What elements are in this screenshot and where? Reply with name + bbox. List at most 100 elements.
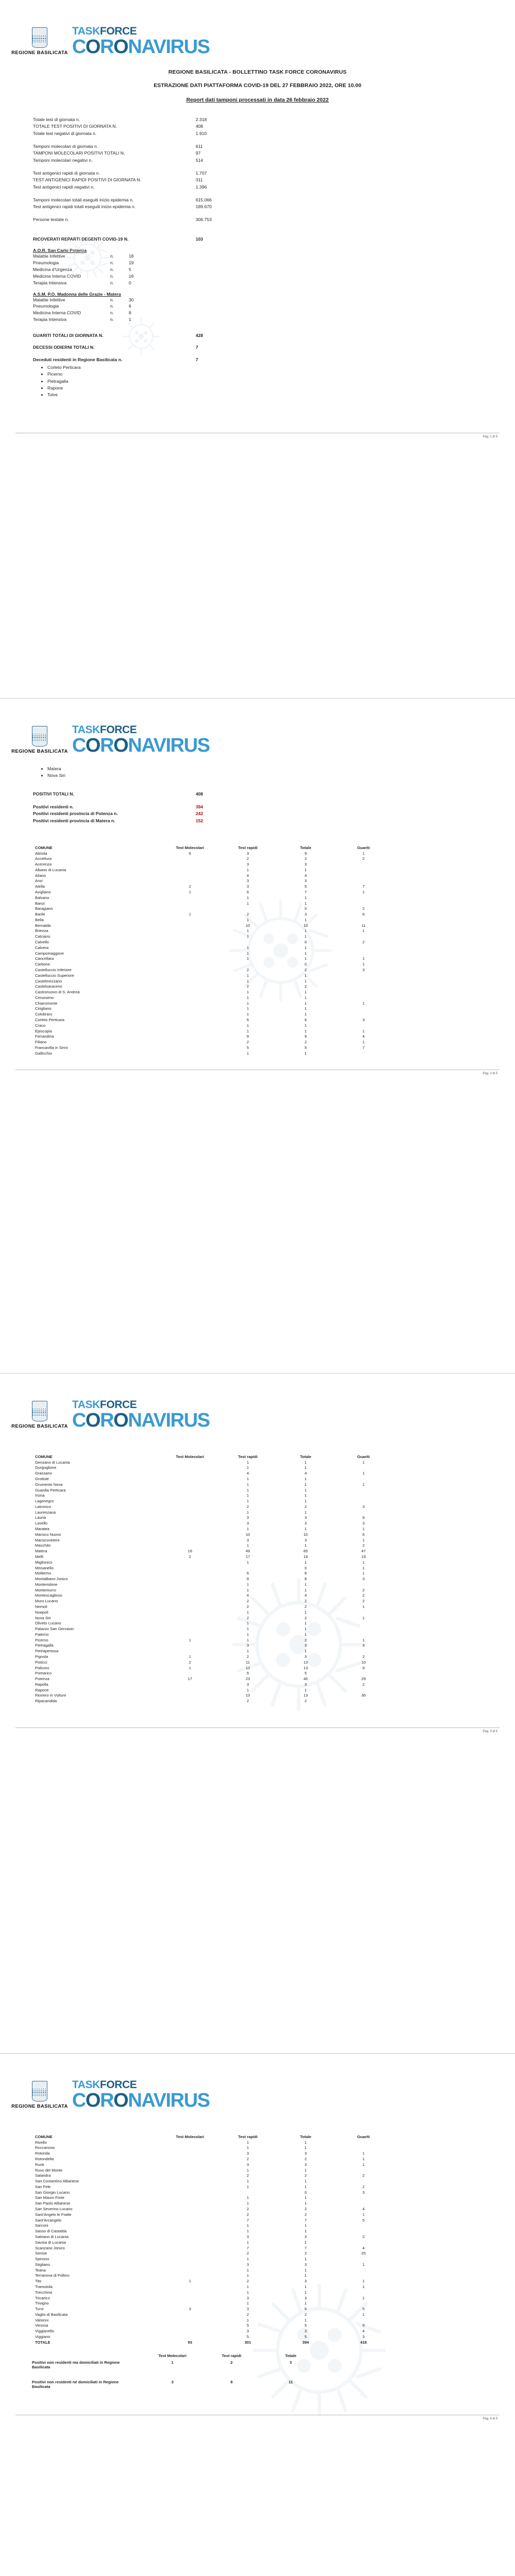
- cell-totale: 1: [304, 867, 307, 872]
- table-row: Ferrandina 9 9 4: [32, 1033, 392, 1039]
- cell-guariti: 25: [361, 2251, 366, 2256]
- brand-task: TASK: [72, 1399, 100, 1411]
- cell-comune: Pomarico: [35, 1671, 52, 1676]
- cell-rapidi: 3: [247, 2329, 249, 2334]
- cell-guariti: 5: [362, 2217, 365, 2223]
- table-row: Marsico Nuovo 10 10 6: [32, 1532, 392, 1537]
- regione-basilicata-logo: REGIONE BASILICATA: [9, 2081, 70, 2109]
- cell-comune: Venosa: [35, 2323, 48, 2328]
- cell-comune: Pietrapertosa: [35, 1649, 59, 1654]
- brand-navirus: NAVIRUS: [128, 36, 210, 58]
- cell-totale: 0: [304, 2190, 307, 2195]
- table-row: Calciano 1 1: [32, 934, 392, 939]
- cell-totale: 1: [304, 934, 307, 939]
- cell-molecolari: 1: [188, 1637, 191, 1642]
- cell-rapidi: 2: [247, 2173, 249, 2178]
- cell-guariti: 2: [362, 1682, 365, 1687]
- list-item: Matera: [47, 766, 515, 772]
- page-4: REGIONE BASILICATA TASKFORCE CORONAVIRUS…: [0, 2053, 515, 2576]
- cell-totale: 1: [304, 2301, 307, 2306]
- cell-comune: Guardia Perticara: [35, 1487, 66, 1493]
- col-test-molecolari: Test Molecolari: [158, 2353, 187, 2358]
- brand-force: FORCE: [100, 25, 137, 37]
- cell-rapidi: 3: [247, 2234, 249, 2239]
- cell-guariti: [335, 1465, 392, 1471]
- table-header-row: COMUNE Test Molecolari Test rapidi Total…: [32, 2134, 392, 2140]
- deceased-town-list-cont: Matera Nova Siri: [33, 766, 515, 779]
- cell-molecolari: [161, 867, 219, 873]
- comune-table-body: Rivello 1 1 Roccanova 1 1 Rotonda 3 3 1 Rotondella…: [32, 2140, 392, 2340]
- cell-molecolari: [161, 1532, 219, 1537]
- table-row: San Giorgio Lucano 0 3: [32, 2190, 392, 2195]
- cell-totale: 1: [304, 1626, 307, 1632]
- cell-rapidi: 1: [247, 2223, 249, 2228]
- cell-totale: 1: [304, 1632, 307, 1637]
- cell-guariti: [335, 2140, 392, 2145]
- brand-c: C: [72, 1410, 86, 1431]
- cell-rapidi: 1: [247, 2240, 249, 2245]
- cell-molecolari: [161, 1460, 219, 1465]
- table-row: Tramutola 1 1 1: [32, 2284, 392, 2290]
- cell-guariti: 3: [362, 967, 365, 972]
- stat-row: TAMPONI MOLECOLARI POSITIVI TOTALI N. 97: [33, 150, 201, 156]
- cell-molecolari: 1: [188, 890, 191, 895]
- cell-guariti: [335, 1006, 392, 1012]
- cell-guariti: 3: [362, 1643, 365, 1648]
- cell-rapidi: 2: [247, 2251, 249, 2256]
- list-item: Corleto Perticara: [47, 364, 515, 371]
- cell-molecolari: 17: [187, 1676, 193, 1682]
- table-row: Paterno 1 1: [32, 1632, 392, 1637]
- cell-molecolari: [161, 967, 219, 973]
- page-2: REGIONE BASILICATA TASKFORCE CORONAVIRUS…: [0, 698, 515, 1373]
- cell-guariti: 1: [362, 2151, 365, 2156]
- table-row: Policoro 1 12 13 9: [32, 1665, 392, 1671]
- cell-rapidi: 1: [247, 1587, 249, 1592]
- cell-molecolari: [161, 934, 219, 939]
- cell-rapidi: 7: [247, 2217, 249, 2223]
- cell-totale: 3: [304, 862, 307, 867]
- cell-comune: Pietragalla: [35, 1643, 54, 1648]
- cell-guariti: [335, 2195, 392, 2201]
- spacer: [33, 210, 515, 216]
- cell-comune: Aliano: [35, 873, 46, 878]
- cell-molecolari: 2: [188, 884, 191, 889]
- report-subtitle: Report dati tamponi processati in data 2…: [186, 97, 329, 103]
- table-row: Cersosimo 1 1: [32, 995, 392, 1001]
- table-row: Maratea 1 1 1: [32, 1526, 392, 1532]
- table-row: Grottole 1 1: [32, 1476, 392, 1482]
- cell-comune: Rivello: [35, 2140, 47, 2145]
- cell-molecolari: [161, 878, 219, 884]
- cell-guariti: 1: [362, 2262, 365, 2267]
- cell-rapidi: 4: [247, 1593, 249, 1598]
- cell-comune: Tursi: [35, 2307, 44, 2312]
- col-guariti: Guariti: [357, 1454, 370, 1459]
- cell-comune: Miglionico: [35, 1560, 53, 1565]
- brand-r: R: [100, 2090, 114, 2111]
- table-row: Positivi non residenti ma domiciliati in…: [32, 2359, 320, 2370]
- cell-totale: 1: [304, 2201, 307, 2206]
- page-subtitle: ESTRAZIONE DATI PIATTAFORMA COVID-19 DEL…: [153, 82, 362, 89]
- hospital-ward-row: Pneumologia n. 19: [33, 260, 134, 265]
- cell-guariti: 29: [361, 1676, 366, 1682]
- crest-label: REGIONE BASILICATA: [11, 2104, 68, 2109]
- cell-rapidi: 1: [247, 995, 249, 1000]
- cell-comune: Spinoso: [35, 2257, 49, 2262]
- cell-guariti: 3: [362, 1504, 365, 1509]
- table-row: Latronico 2 2 3: [32, 1504, 392, 1510]
- cell-guariti: 2: [362, 2184, 365, 2189]
- table-row: Ruvo del Monte 1 1: [32, 2167, 392, 2173]
- cell-comune: Atella: [35, 884, 45, 889]
- cell-comune: Craco: [35, 1023, 46, 1028]
- cell-guariti: [335, 895, 392, 901]
- cell-rapidi: 1: [247, 934, 249, 939]
- waves-icon: [32, 34, 47, 42]
- cell-totale: 6: [304, 1017, 307, 1022]
- cell-totale: 1: [304, 895, 307, 900]
- cell-comune: Potenza: [35, 1676, 49, 1682]
- cell-molecolari: [161, 2195, 219, 2201]
- page-3: REGIONE BASILICATA TASKFORCE CORONAVIRUS…: [0, 1373, 515, 2053]
- cell-comune: Teana: [35, 2267, 46, 2273]
- table-row: Avigliano 1 6 7 1: [32, 889, 392, 895]
- cell-totale: 2: [304, 1604, 307, 1609]
- cell-totale: 1: [304, 1487, 307, 1493]
